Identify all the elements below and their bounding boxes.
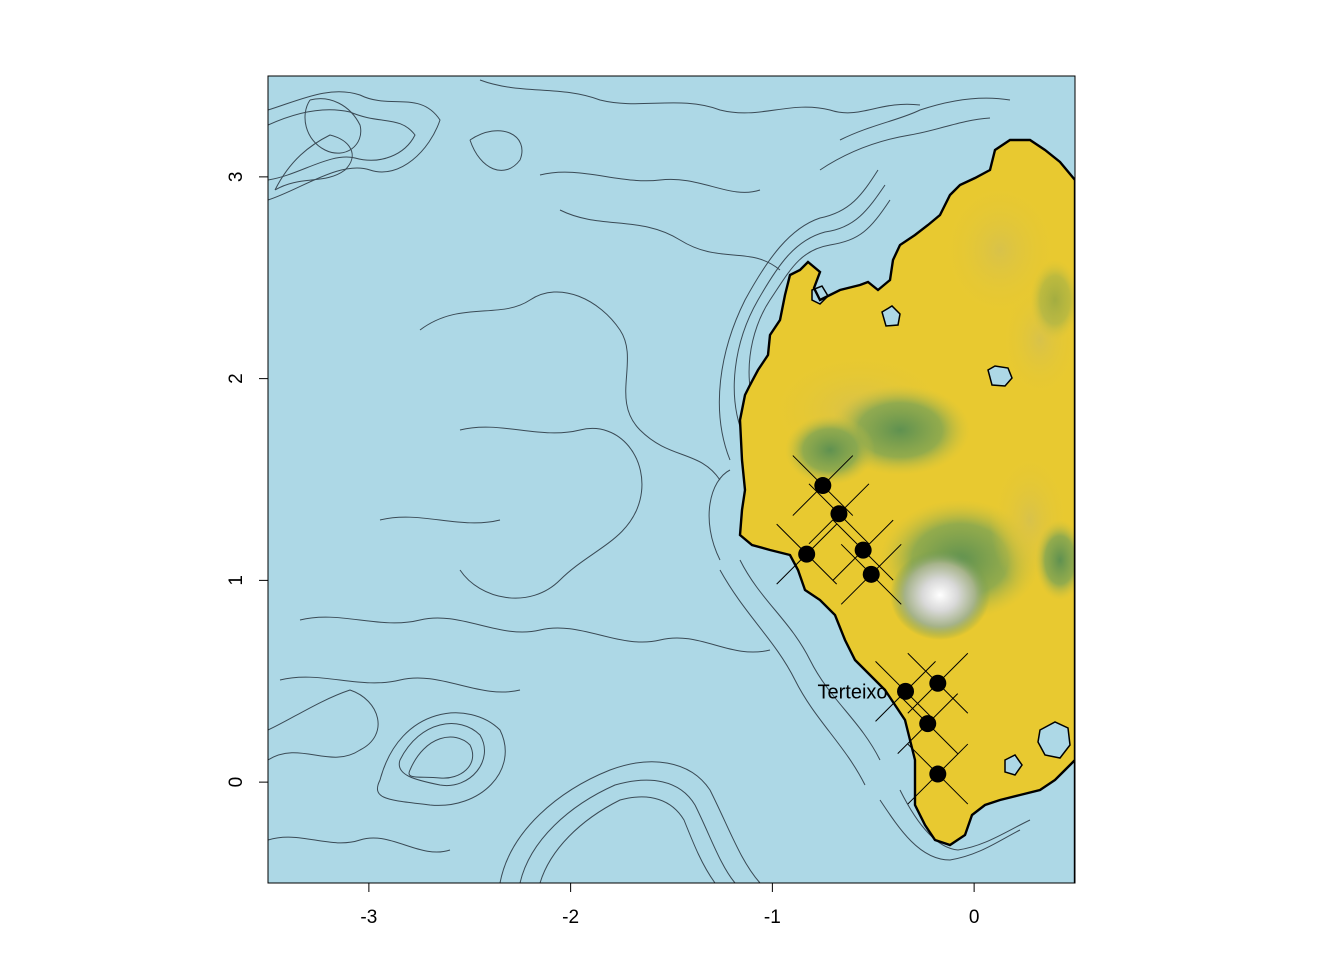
sample-points (776, 455, 969, 805)
sample-point (897, 682, 915, 700)
sample-point (929, 765, 947, 783)
x-tick-label: -1 (764, 907, 781, 928)
inland-water (811, 285, 1071, 776)
map-layers: Terteixo (268, 79, 1075, 883)
sample-point (798, 545, 816, 563)
place-label: Terteixo (817, 681, 887, 703)
y-tick-label: 1 (226, 575, 247, 586)
contour-lines (268, 79, 1031, 883)
coastline (738, 138, 1075, 883)
y-tick-label: 0 (226, 777, 247, 788)
sample-point (862, 565, 880, 583)
sample-point (854, 541, 872, 559)
x-tick-label: -3 (360, 907, 377, 928)
sample-point (830, 505, 848, 523)
y-tick-label: 2 (226, 373, 247, 384)
x-axis: -3 -2 -1 0 (360, 882, 980, 928)
land-mass (740, 140, 1075, 883)
y-tick-label: 3 (226, 172, 247, 183)
x-tick-label: -2 (562, 907, 579, 928)
sample-point (814, 477, 832, 495)
relief-patches (765, 180, 1075, 640)
x-tick-label: 0 (969, 907, 980, 928)
y-axis: 0 1 2 3 (226, 172, 269, 788)
sample-point (929, 674, 947, 692)
place-labels: Terteixo (817, 681, 887, 703)
sample-point (919, 715, 937, 733)
